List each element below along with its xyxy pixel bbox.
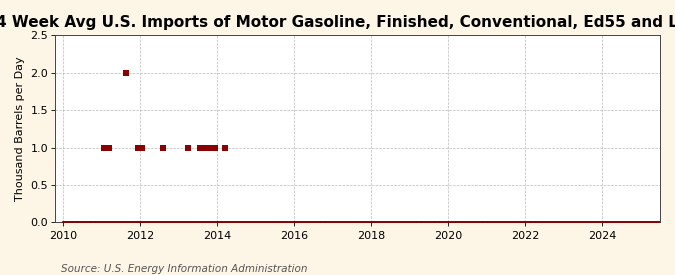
Y-axis label: Thousand Barrels per Day: Thousand Barrels per Day [15,57,25,201]
Text: Source: U.S. Energy Information Administration: Source: U.S. Energy Information Administ… [61,264,307,274]
Title: 4 Week Avg U.S. Imports of Motor Gasoline, Finished, Conventional, Ed55 and Lowe: 4 Week Avg U.S. Imports of Motor Gasolin… [0,15,675,30]
